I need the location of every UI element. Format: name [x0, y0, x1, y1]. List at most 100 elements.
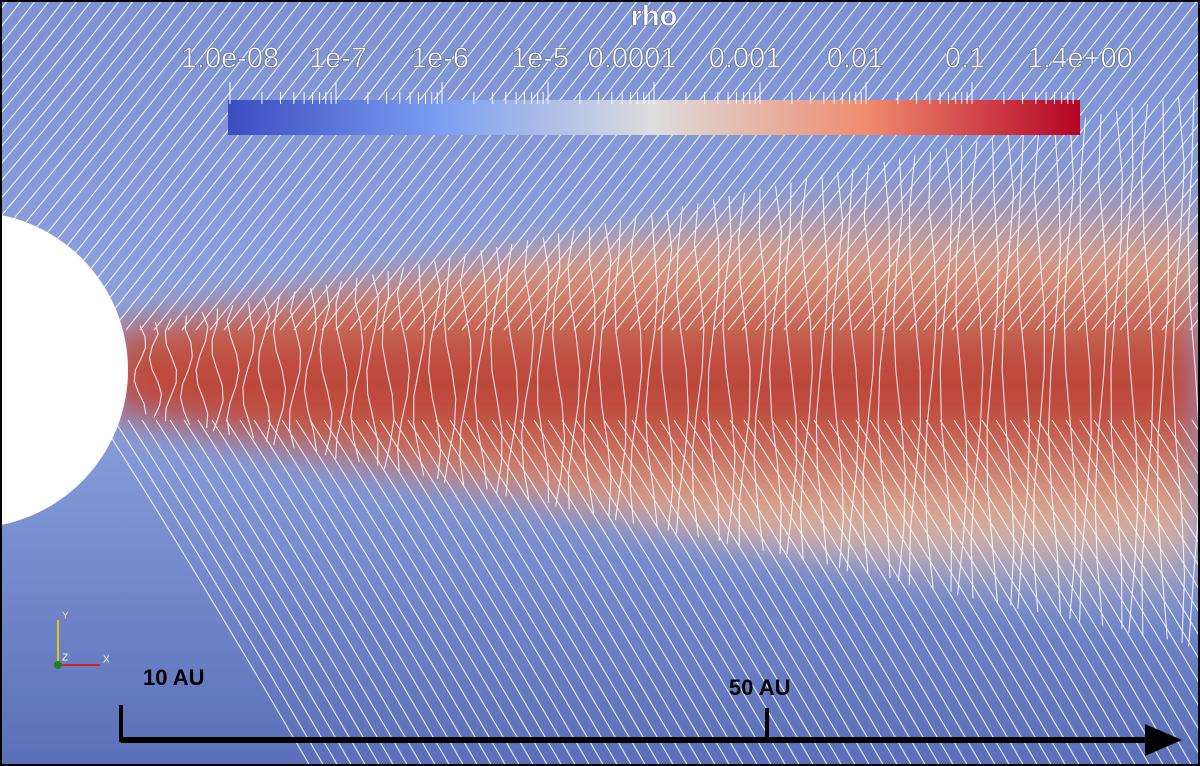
- streamline: [813, 419, 1025, 766]
- streamline: [211, 419, 423, 766]
- streamline: [195, 311, 209, 429]
- colorbar-title: rho: [631, 1, 678, 33]
- streamline: [937, 0, 1199, 331]
- colorbar-labels: 1.0e-08 1e-7 1e-6 1e-5 0.0001 0.001 0.01 0.1 1.4…: [181, 42, 1134, 75]
- streamline: [1049, 139, 1200, 331]
- streamline: [505, 419, 717, 766]
- streamline: [715, 419, 927, 766]
- streamline: [490, 247, 503, 493]
- streamline: [475, 0, 737, 331]
- streamline: [925, 419, 1137, 766]
- streamline: [768, 185, 783, 555]
- streamline: [428, 260, 442, 480]
- streamline: [225, 419, 437, 766]
- streamline: [1119, 228, 1200, 331]
- streamline: [785, 419, 997, 766]
- streamline: [351, 419, 563, 766]
- streamline: [753, 189, 767, 551]
- streamline: [955, 144, 968, 596]
- streamline: [671, 0, 933, 331]
- streamline: [474, 250, 488, 490]
- streamline: [846, 168, 860, 572]
- streamline: [251, 0, 513, 331]
- streamline: [505, 243, 519, 497]
- streamline: [784, 182, 798, 558]
- streamline: [533, 419, 745, 766]
- streamline: [0, 0, 79, 98]
- streamline: [183, 419, 395, 766]
- streamline: [659, 419, 871, 766]
- streamline: [0, 0, 93, 115]
- streamline: [491, 419, 703, 766]
- streamline: [877, 161, 891, 579]
- streamline: [169, 419, 381, 766]
- streamline: [629, 0, 891, 331]
- streamline: [951, 14, 1200, 331]
- streamline: [661, 209, 674, 531]
- streamline: [323, 419, 535, 766]
- streamline: [841, 419, 1053, 766]
- streamline: [319, 284, 333, 456]
- streamline: [1163, 419, 1200, 478]
- streamline: [1001, 134, 1015, 606]
- z-label: Z: [62, 653, 68, 664]
- streamline: [1032, 127, 1045, 613]
- streamline: [799, 178, 813, 562]
- streamline: [99, 419, 311, 766]
- streamline: [155, 419, 367, 766]
- streamline: [1009, 419, 1200, 733]
- x-label: X: [103, 655, 110, 666]
- streamline: [111, 0, 373, 331]
- streamline: [547, 419, 759, 766]
- streamline: [209, 0, 471, 331]
- streamline: [1187, 93, 1200, 647]
- streamline: [366, 274, 379, 466]
- colorbar-label: 1.0e-08: [181, 43, 279, 75]
- scale-label: 10 AU: [143, 665, 205, 690]
- streamline: [435, 419, 647, 766]
- scale-bar: 10 AU 50 AU: [119, 665, 1182, 756]
- streamline: [0, 0, 191, 236]
- streamline: [153, 0, 415, 331]
- streamline: [379, 419, 591, 766]
- colorbar-label: 0.001: [709, 43, 782, 75]
- streamline: [559, 0, 821, 331]
- streamline: [615, 0, 877, 331]
- streamline: [831, 172, 844, 568]
- streamline: [908, 155, 921, 585]
- streamline: [1161, 281, 1200, 331]
- colorbar-label: 0.0001: [588, 43, 677, 75]
- streamline: [349, 0, 611, 331]
- streamline: [575, 419, 787, 766]
- streamline: [1110, 110, 1123, 630]
- streamline: [477, 419, 689, 766]
- streamline: [738, 192, 751, 548]
- streamline: [148, 322, 162, 419]
- streamline: [1047, 124, 1062, 616]
- streamline: [337, 419, 549, 766]
- streamline: [1140, 103, 1154, 637]
- streamline: [967, 419, 1179, 766]
- streamline: [1079, 419, 1200, 615]
- streamline: [979, 50, 1200, 331]
- streamline: [883, 419, 1095, 766]
- streamline: [757, 419, 969, 766]
- streamline: [815, 175, 829, 565]
- streamline: [83, 0, 345, 331]
- streamline: [139, 0, 401, 331]
- streamline: [197, 419, 409, 766]
- streamline: [0, 0, 149, 184]
- streamline: [545, 0, 807, 331]
- streamline: [587, 0, 849, 331]
- streamline: [631, 419, 843, 766]
- streamline: [729, 419, 941, 766]
- streamline: [181, 0, 443, 331]
- streamline: [335, 0, 597, 331]
- streamline: [707, 199, 720, 541]
- streamline: [892, 158, 906, 582]
- streamline: [309, 419, 521, 766]
- streamline: [561, 419, 773, 766]
- streamline: [743, 419, 955, 766]
- streamline: [537, 236, 550, 504]
